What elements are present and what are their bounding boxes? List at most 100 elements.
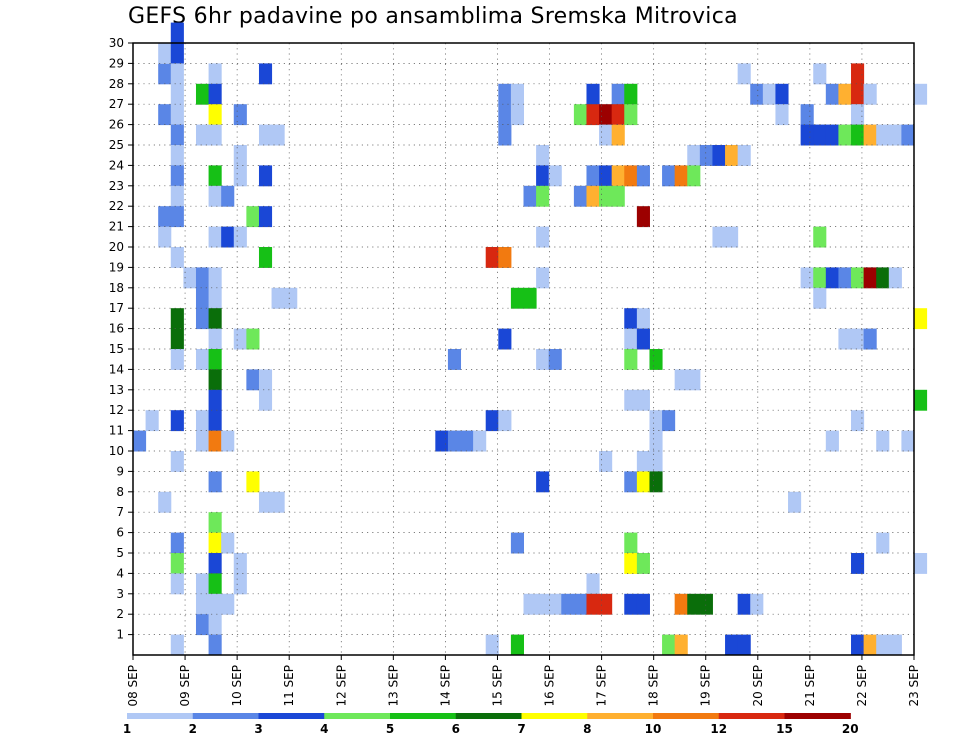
heatmap-cell [170,553,184,574]
heatmap-cell [208,532,222,554]
heatmap-cell [208,349,222,370]
heatmap-cell [170,63,184,85]
heatmap-cell [170,43,184,64]
heatmap-cell [233,573,247,595]
heatmap-cell [624,104,638,126]
heatmap-cell [208,614,222,636]
heatmap-cell [599,104,613,126]
heatmap-cell [876,634,890,656]
colorbar-swatch [718,713,786,719]
heatmap-cell [170,124,184,146]
heatmap-cell [914,389,928,411]
heatmap-cell [649,471,663,493]
heatmap-cell [775,104,789,126]
heatmap-cell [725,634,739,656]
heatmap-cell [208,328,222,350]
heatmap-cell [195,349,210,370]
heatmap-cell [158,226,172,248]
heatmap-cell [208,308,222,330]
heatmap-cell [258,389,273,411]
heatmap-cell [523,593,537,615]
heatmap-cell [624,553,638,574]
heatmap-cell [170,328,184,350]
heatmap-cell [573,185,587,207]
y-tick-label: 1 [116,628,124,642]
heatmap-cell [485,634,499,656]
y-tick-label: 12 [109,403,124,417]
heatmap-cell [851,63,865,85]
x-tick-label: 08 SEP [126,665,140,707]
y-tick-label: 3 [116,587,124,601]
heatmap-cell [624,471,638,493]
heatmap-cell [195,287,210,309]
heatmap-cell [800,267,814,289]
heatmap-cell [510,634,524,656]
colorbar-label: 7 [517,722,525,736]
heatmap-cell [599,451,613,472]
heatmap-cell [649,349,663,370]
y-tick-label: 30 [109,36,124,50]
y-tick-label: 21 [109,220,124,234]
heatmap-cell [460,430,474,452]
heatmap-cell [586,104,600,126]
colorbar-swatch [390,713,457,719]
heatmap-cell [498,83,512,105]
heatmap-cell [447,430,462,452]
heatmap-cell [712,226,726,248]
heatmap-cell [838,124,852,146]
heatmap-cell [548,165,562,187]
heatmap-cell [221,185,235,207]
x-tick-label: 20 SEP [751,665,765,707]
heatmap-cell [158,206,172,228]
colorbar-swatch [258,713,325,719]
heatmap-cell [233,104,247,126]
y-tick-label: 14 [109,362,124,376]
heatmap-cell [510,83,524,105]
heatmap-cell [800,124,814,146]
heatmap-cell [195,267,210,289]
heatmap-cell [548,349,562,370]
heatmap-cell [536,185,550,207]
heatmap-cell [863,328,877,350]
heatmap-cell [851,267,865,289]
colorbar-label: 2 [189,722,197,736]
heatmap-cell [195,593,210,615]
colorbar-label: 1 [123,722,131,736]
heatmap-cell [586,83,600,105]
heatmap-cell [170,532,184,554]
heatmap-cell [624,83,638,105]
heatmap-cell [195,430,210,452]
heatmap-cell [863,124,877,146]
colorbar-label: 3 [254,722,262,736]
x-axis: 08 SEP 09 SEP 10 SEP 11 SEP 12 SEP 13 SEP 14 S… [126,655,921,707]
colorbar-label: 20 [842,722,859,736]
heatmap-cell [586,593,600,615]
heatmap-cell [813,267,827,289]
heatmap-cell [246,369,260,391]
heatmap-cell [687,593,701,615]
heatmap-cell [851,634,865,656]
x-tick-label: 21 SEP [803,665,817,707]
heatmap-cell [195,573,210,595]
heatmap-cell [536,226,550,248]
chart-title: GEFS 6hr padavine po ansamblima Sremska … [128,4,738,29]
heatmap-cell [258,206,273,228]
y-tick-label: 4 [116,566,124,580]
colorbar-label: 8 [583,722,591,736]
heatmap-cell [611,104,625,126]
y-tick-label: 16 [109,322,124,336]
heatmap-cell [662,410,676,432]
heatmap-cell [233,553,247,574]
y-tick-label: 26 [109,118,124,132]
heatmap-cell [636,553,650,574]
heatmap-cell [258,63,273,85]
heatmap-cell [573,593,587,615]
heatmap-cell [838,267,852,289]
x-tick-label: 16 SEP [543,665,557,707]
heatmap-cell [170,83,184,105]
y-tick-label: 2 [116,607,124,621]
heatmap-cell [208,634,222,656]
heatmap-cell [825,124,839,146]
y-tick-label: 27 [109,97,124,111]
heatmap-cell [170,145,184,166]
